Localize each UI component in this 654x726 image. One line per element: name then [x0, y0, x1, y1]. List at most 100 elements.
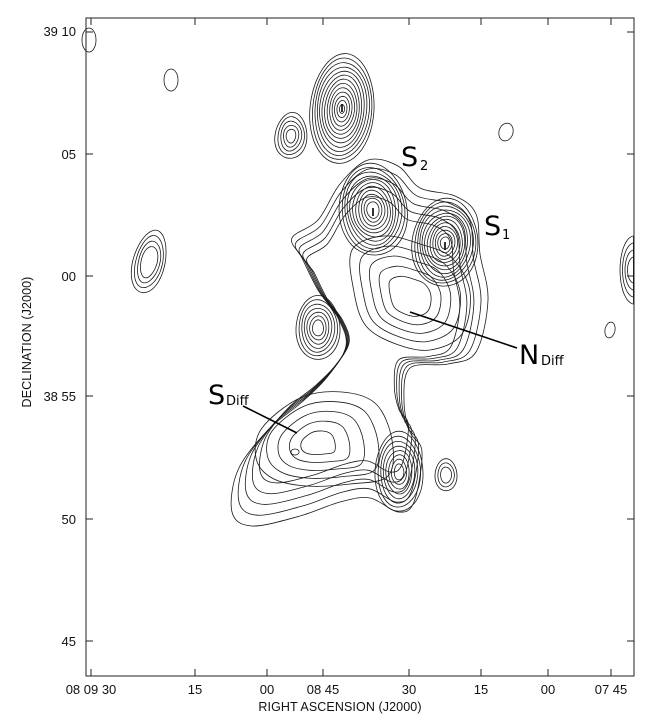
s1-source-contour [437, 233, 453, 254]
y-tick-label: 50 [62, 512, 76, 527]
north-source-contour [309, 53, 375, 164]
diffuse-envelope-contour [230, 158, 489, 527]
north-source-contour [312, 57, 373, 160]
south-source-contour [390, 458, 407, 485]
northwest-source-contour [277, 116, 305, 156]
south-source-contour [393, 463, 405, 481]
sdiff-contour [277, 410, 365, 471]
north-source-contour [336, 99, 348, 119]
x-tick-label: 15 [474, 682, 488, 697]
x-tick-label: 07 45 [595, 682, 628, 697]
north-source-contour [316, 66, 368, 153]
y-tick-label: 00 [62, 269, 76, 284]
north-source-contour [329, 87, 355, 131]
annotation-s1-sub: 1 [502, 228, 510, 243]
ndiff-contour [378, 265, 442, 326]
northwest-source-contour [274, 111, 308, 159]
annotation-s2-main: S [401, 142, 418, 173]
right-edge-contour [622, 242, 635, 298]
southeast-source-contour [434, 458, 458, 492]
ndiff-contour [349, 235, 471, 351]
plot-frame [85, 17, 635, 677]
ndiff-contour [388, 275, 432, 317]
s1-source-contour [414, 201, 477, 284]
south-source-contour [380, 440, 419, 504]
s2-source-contour [355, 185, 391, 234]
isolated-contour [163, 68, 179, 92]
west-source-contour [140, 246, 159, 279]
southeast-source-contour [440, 466, 453, 484]
west-source-contour [133, 235, 164, 289]
s2-source-contour [341, 167, 406, 253]
south-source-contour [382, 445, 416, 500]
contour-lines [81, 27, 635, 527]
s2-source-contour [338, 162, 408, 256]
y-axis-title: DECLINATION (J2000) [20, 277, 34, 408]
x-axis-title: RIGHT ASCENSION (J2000) [258, 700, 421, 714]
right-edge-contour [619, 235, 635, 305]
s2-source-contour [361, 193, 386, 227]
annotation-sdiff-leader [242, 405, 298, 434]
north-source-contour [319, 70, 365, 148]
s1-source-contour [411, 197, 479, 287]
diffuse-envelope-contour [259, 196, 461, 484]
isolated-contour [498, 122, 514, 142]
s2-source-contour [349, 178, 396, 242]
north-source-contour [339, 104, 345, 114]
s2-source-contour [366, 201, 380, 219]
north-source-contour [321, 74, 363, 144]
ndiff-contour [359, 245, 462, 343]
right-edge-contour [627, 256, 634, 284]
south-source-contour [374, 430, 424, 512]
x-tick-label: 08 45 [307, 682, 340, 697]
annotation-ndiff: N Diff [409, 311, 565, 371]
mid-source-contour [298, 299, 339, 357]
s2-source-contour [363, 197, 383, 223]
s2-source-contour [344, 171, 403, 250]
s1-source-contour [439, 236, 450, 250]
axis-ticks [86, 18, 634, 676]
north-source-contour [334, 95, 350, 123]
annotation-s2: S 2 [401, 142, 428, 174]
sdiff-contour [289, 420, 351, 463]
s2-source-contour [358, 189, 389, 230]
edge-contour [81, 27, 97, 53]
diffuse-envelope-contour [237, 167, 482, 516]
s1-source-contour [419, 209, 471, 278]
y-tick-label: 45 [62, 634, 76, 649]
northwest-source-contour [283, 125, 300, 148]
s1-source-contour [421, 212, 468, 275]
x-tick-label: 15 [188, 682, 202, 697]
y-tick-label: 38 55 [43, 389, 76, 404]
mid-source-contour [301, 303, 336, 353]
x-tick-label: 00 [260, 682, 274, 697]
north-source-contour [326, 82, 358, 135]
mid-source-contour [309, 315, 327, 341]
south-source-contour [385, 450, 413, 495]
s2-source-contour [346, 175, 400, 246]
s1-source-contour [424, 215, 466, 271]
ndiff-contour [368, 255, 452, 334]
annotation-ndiff-leader [409, 311, 518, 349]
sdiff-contour [300, 430, 336, 456]
annotation-s1: S 1 [484, 211, 510, 243]
annotation-sdiff-main: S [208, 380, 225, 411]
south-source-contour [377, 435, 422, 508]
mid-source-contour [295, 294, 341, 360]
x-tick-label: 00 [541, 682, 555, 697]
northwest-source-contour [285, 128, 297, 144]
s1-source-contour [432, 226, 459, 260]
s1-source-contour [434, 229, 456, 257]
annotation-ndiff-sub: Diff [541, 354, 565, 369]
sdiff-contour [254, 391, 394, 487]
s1-source-contour [429, 222, 461, 264]
annotation-s2-sub: 2 [420, 159, 428, 174]
s2-source-contour [352, 182, 394, 238]
annotation-sdiff: S Diff [208, 380, 298, 434]
mid-source-contour [312, 319, 324, 337]
y-tick-label: 39 10 [43, 24, 76, 39]
x-tick-label: 08 09 30 [66, 682, 117, 697]
isolated-contour [604, 321, 616, 339]
s1-source-contour [426, 218, 463, 267]
